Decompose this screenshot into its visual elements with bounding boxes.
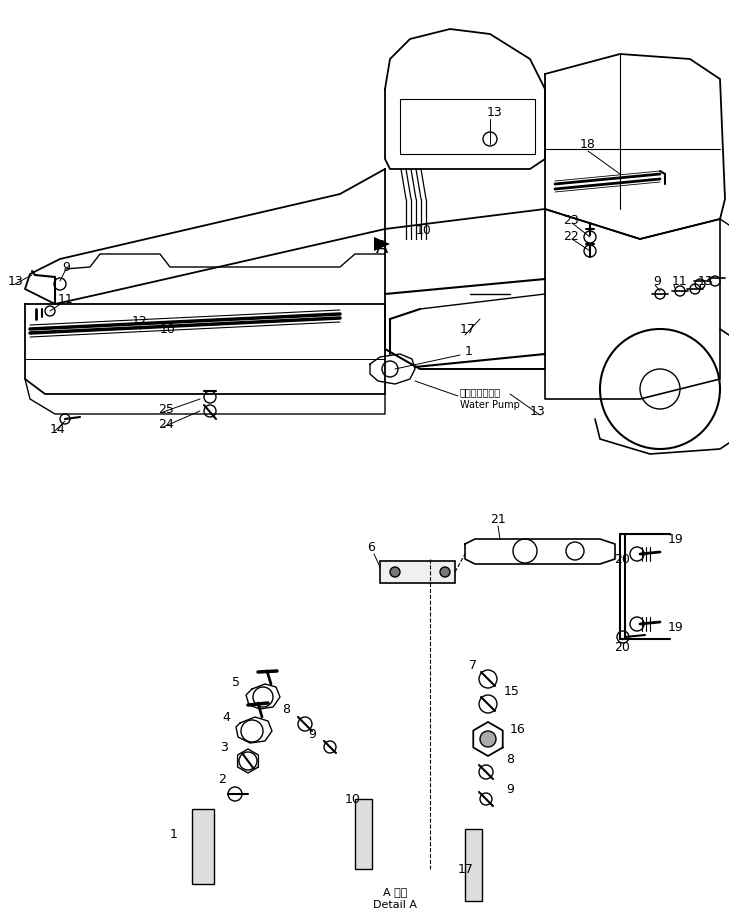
Text: 11: 11	[58, 293, 74, 306]
Text: 20: 20	[614, 641, 630, 653]
Circle shape	[480, 732, 496, 747]
Text: 1: 1	[465, 346, 473, 358]
Circle shape	[440, 567, 450, 577]
Text: 13: 13	[698, 275, 714, 289]
Text: 24: 24	[158, 418, 174, 431]
Text: 17: 17	[458, 863, 474, 876]
Bar	[192, 809, 214, 884]
Text: 25: 25	[158, 403, 174, 416]
Circle shape	[390, 567, 400, 577]
Bar	[355, 800, 372, 869]
Text: 8: 8	[282, 703, 290, 716]
Text: 16: 16	[510, 722, 526, 736]
Text: 11: 11	[672, 275, 687, 289]
Text: 18: 18	[580, 139, 596, 152]
Text: 19: 19	[668, 533, 684, 546]
Text: Detail A: Detail A	[373, 899, 417, 909]
Text: 10: 10	[345, 792, 361, 806]
Text: 17: 17	[460, 323, 476, 336]
Text: 4: 4	[222, 710, 230, 724]
Text: 9: 9	[653, 275, 661, 289]
Text: 10: 10	[160, 323, 176, 336]
Text: 2: 2	[218, 773, 226, 786]
Text: 20: 20	[614, 553, 630, 566]
Text: A: A	[376, 239, 388, 256]
Text: ウォータポンプ: ウォータポンプ	[460, 387, 501, 397]
Text: 23: 23	[563, 213, 579, 226]
Text: 10: 10	[416, 223, 432, 236]
Text: A 詳細: A 詳細	[383, 886, 408, 896]
Text: 13: 13	[530, 405, 546, 418]
Text: 3: 3	[220, 741, 228, 754]
Text: 21: 21	[490, 513, 506, 526]
Text: 6: 6	[367, 541, 375, 554]
Bar	[380, 562, 455, 584]
Text: 22: 22	[563, 231, 579, 244]
Text: 9: 9	[62, 261, 70, 274]
Text: Water Pump: Water Pump	[460, 400, 520, 410]
Text: 9: 9	[308, 728, 316, 741]
Text: 5: 5	[232, 675, 240, 688]
Bar	[465, 829, 482, 901]
Text: 19: 19	[668, 621, 684, 634]
Text: 13: 13	[487, 106, 503, 119]
Text: 14: 14	[50, 423, 66, 436]
Text: 13: 13	[8, 275, 24, 289]
Text: 8: 8	[506, 753, 514, 766]
Text: 9: 9	[506, 783, 514, 796]
Text: 1: 1	[170, 828, 178, 841]
Text: 15: 15	[504, 685, 520, 698]
Polygon shape	[374, 238, 390, 252]
Text: 12: 12	[132, 315, 148, 328]
Text: 7: 7	[469, 659, 477, 672]
